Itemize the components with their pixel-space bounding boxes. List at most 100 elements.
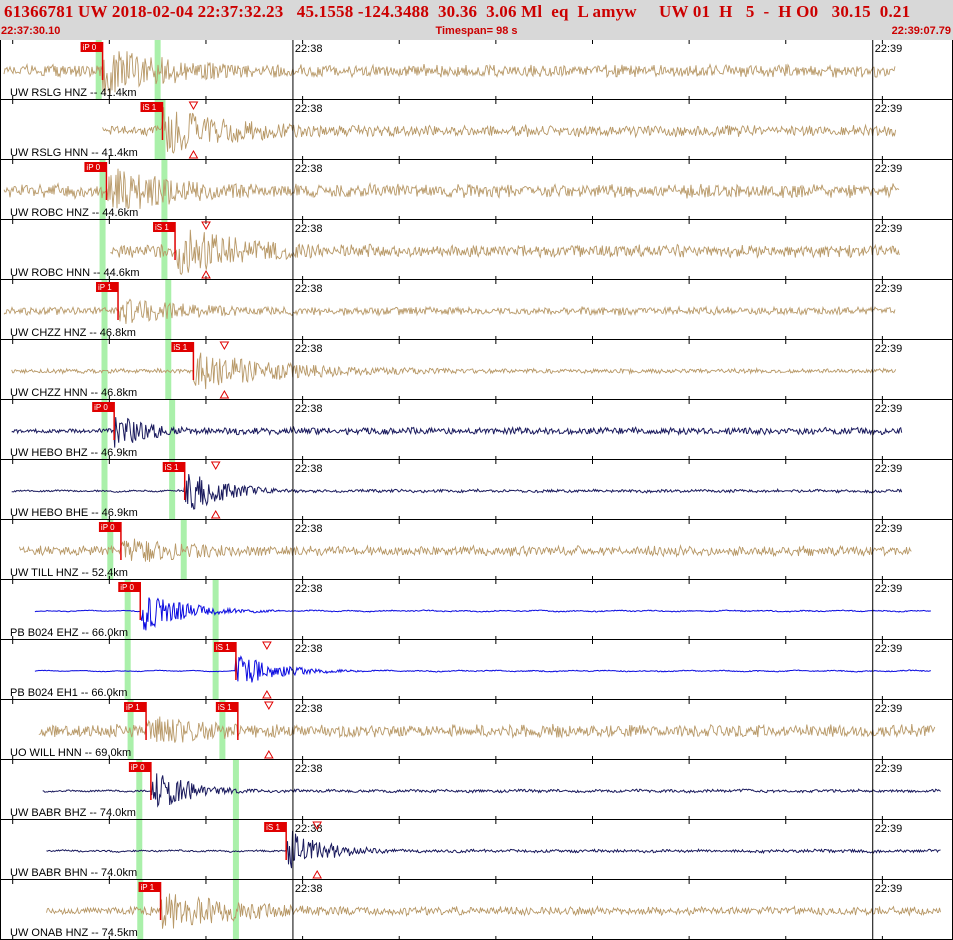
pick-label: iP 1 bbox=[126, 703, 140, 712]
pick-flag bbox=[96, 282, 119, 292]
minute-tick-label: 22:39 bbox=[875, 643, 903, 655]
trace-row: 22:38 22:39 iP 0 PB B024 EHZ -- 66.0km bbox=[0, 580, 953, 640]
minute-tick-label: 22:39 bbox=[875, 883, 903, 895]
pick-flag bbox=[140, 102, 163, 112]
pick-label: iS 1 bbox=[155, 223, 169, 232]
waveform bbox=[46, 830, 941, 869]
minute-tick-label: 22:39 bbox=[875, 463, 903, 475]
trace-row: 22:38 22:39 iP 0 UW RSLG HNZ -- 41.4km bbox=[0, 40, 953, 100]
phase-window bbox=[99, 160, 106, 220]
theoretical-arrival-marker bbox=[219, 341, 230, 351]
pick-label: iP 0 bbox=[101, 523, 115, 532]
station-label: UW ROBC HNN -- 44.6km bbox=[10, 267, 140, 279]
theoretical-arrival-marker bbox=[262, 641, 272, 651]
minute-tick-label: 22:39 bbox=[875, 163, 903, 175]
phase-window bbox=[219, 700, 226, 760]
waveform bbox=[34, 655, 931, 683]
pick-label: iP 1 bbox=[141, 883, 155, 892]
pick-label: iP 0 bbox=[83, 43, 97, 52]
minute-tick-label: 22:38 bbox=[295, 523, 323, 535]
waveform bbox=[11, 352, 897, 390]
station-label: UW BABR BHZ -- 74.0km bbox=[10, 807, 136, 819]
phase-window bbox=[165, 340, 172, 400]
phase-window bbox=[232, 880, 239, 940]
station-label: UW ROBC HNZ -- 44.6km bbox=[10, 207, 138, 219]
trace-row: 22:38 22:39 iS 1 PB B024 EH1 -- 66.0km bbox=[0, 640, 953, 700]
phase-window bbox=[169, 460, 176, 520]
end-time: 22:39:07.79 bbox=[891, 25, 951, 37]
theoretical-arrival-marker bbox=[262, 689, 272, 699]
minute-tick-label: 22:38 bbox=[295, 403, 323, 415]
waveform bbox=[46, 893, 941, 929]
minute-tick-label: 22:38 bbox=[295, 763, 323, 775]
theoretical-arrival-marker bbox=[312, 869, 323, 879]
pick-label: iP 1 bbox=[98, 283, 112, 292]
pick-flag bbox=[162, 462, 185, 472]
phase-window bbox=[95, 40, 102, 100]
waveform bbox=[3, 51, 896, 96]
minute-tick-label: 22:39 bbox=[875, 43, 903, 55]
station-label: UW BABR BHN -- 74.0km bbox=[10, 867, 137, 879]
trace-row: 22:38 22:39 iS 1 UW BABR BHN -- 74.0km bbox=[0, 820, 953, 880]
phase-window bbox=[232, 820, 239, 880]
minute-tick-label: 22:38 bbox=[295, 343, 323, 355]
pick-flag bbox=[128, 762, 151, 772]
phase-window bbox=[136, 760, 143, 820]
trace-row: 22:38 22:39 iP 0 UW BABR BHZ -- 74.0km bbox=[0, 760, 953, 820]
pick-flag bbox=[138, 882, 161, 892]
minute-tick-label: 22:38 bbox=[295, 223, 323, 235]
timespan: Timespan= 98 s bbox=[435, 25, 518, 37]
station-label: UW HEBO BHZ -- 46.9km bbox=[10, 447, 137, 459]
phase-window bbox=[101, 340, 108, 400]
trace-row: 22:38 22:39 iP 0 UW TILL HNZ -- 52.4km bbox=[0, 520, 953, 580]
theoretical-arrival-marker bbox=[188, 101, 199, 111]
minute-tick-label: 22:38 bbox=[295, 583, 323, 595]
station-label: PB B024 EHZ -- 66.0km bbox=[10, 627, 128, 639]
station-label: PB B024 EH1 -- 66.0km bbox=[10, 687, 127, 699]
phase-window bbox=[101, 460, 108, 520]
station-label: UW TILL HNZ -- 52.4km bbox=[10, 567, 128, 579]
minute-tick-label: 22:39 bbox=[875, 343, 903, 355]
station-label: UW ONAB HNZ -- 74.5km bbox=[10, 927, 138, 939]
theoretical-arrival-marker bbox=[188, 149, 199, 159]
pick-flag bbox=[213, 642, 236, 652]
theoretical-arrival-marker bbox=[263, 749, 274, 759]
phase-window bbox=[212, 640, 219, 700]
minute-tick-label: 22:38 bbox=[295, 103, 323, 115]
waveform bbox=[110, 229, 900, 276]
pick-flag bbox=[80, 42, 103, 52]
waveform bbox=[102, 107, 897, 154]
phase-window bbox=[165, 280, 172, 340]
phase-window bbox=[124, 640, 131, 700]
pick-label: iS 1 bbox=[266, 823, 280, 832]
pick-flag bbox=[153, 222, 176, 232]
trace-row: 22:38 22:39 iS 1 UW CHZZ HNN -- 46.8km bbox=[0, 340, 953, 400]
minute-tick-label: 22:39 bbox=[875, 823, 903, 835]
station-label: UW HEBO BHE -- 46.9km bbox=[10, 507, 138, 519]
event-header: 61366781 UW 2018-02-04 22:37:32.23 45.15… bbox=[0, 0, 953, 40]
waveform bbox=[11, 417, 903, 448]
theoretical-arrival-marker bbox=[201, 221, 211, 231]
pick-label: iS 1 bbox=[165, 463, 179, 472]
minute-tick-label: 22:39 bbox=[875, 223, 903, 235]
start-time: 22:37:30.10 bbox=[1, 25, 61, 37]
pick-label: iP 0 bbox=[120, 583, 134, 592]
minute-tick-label: 22:38 bbox=[295, 703, 323, 715]
trace-row: 22:38 22:39 iP 1 UW ONAB HNZ -- 74.5km bbox=[0, 880, 953, 940]
minute-tick-label: 22:38 bbox=[295, 883, 323, 895]
minute-tick-label: 22:39 bbox=[875, 283, 903, 295]
minute-tick-label: 22:38 bbox=[295, 643, 323, 655]
pick-flag bbox=[171, 342, 194, 352]
theoretical-arrival-marker bbox=[312, 821, 323, 831]
station-label: UW RSLG HNN -- 41.4km bbox=[10, 147, 138, 159]
pick-flag bbox=[264, 822, 287, 832]
station-label: UO WILL HNN -- 69.0km bbox=[10, 747, 131, 759]
theoretical-arrival-marker bbox=[210, 509, 221, 519]
trace-row: 22:38 22:39 iP 1 UW CHZZ HNZ -- 46.8km bbox=[0, 280, 953, 340]
trace-row: 22:38 22:39 iS 1 UW HEBO BHE -- 46.9km bbox=[0, 460, 953, 520]
minute-tick-label: 22:39 bbox=[875, 103, 903, 115]
phase-window bbox=[137, 880, 144, 940]
minute-tick-label: 22:39 bbox=[875, 763, 903, 775]
trace-row: 22:38 22:39 iP 0 UW HEBO BHZ -- 46.9km bbox=[0, 400, 953, 460]
